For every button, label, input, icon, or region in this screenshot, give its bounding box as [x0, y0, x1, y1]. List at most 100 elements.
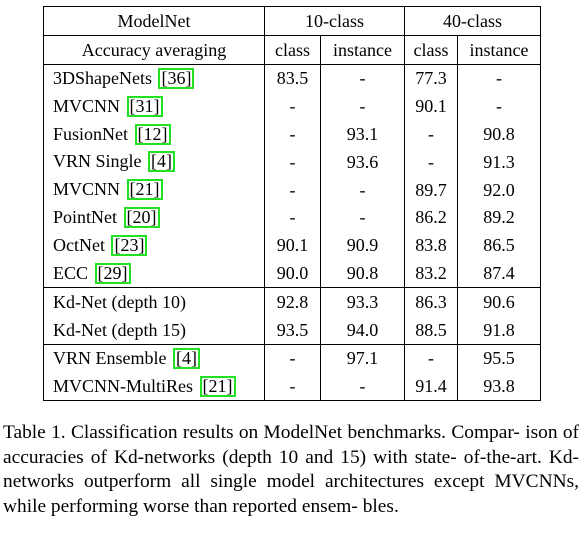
caption-line: Table 1. Classification results on Model… [3, 422, 520, 443]
value-40-class: - [404, 344, 459, 373]
value-10-instance: 93.3 [320, 287, 406, 316]
table-row: VRN Ensemble [4] - 97.1 - 95.5 [43, 344, 542, 373]
table-row: Kd-Net (depth 10) 92.8 93.3 86.3 90.6 [43, 287, 542, 316]
model-name-cell: MVCNN [21] [43, 175, 265, 204]
citation-link[interactable]: [4] [148, 151, 176, 173]
value-40-class: - [404, 147, 459, 176]
citation-link[interactable]: [31] [126, 95, 163, 117]
value-40-instance: 91.3 [457, 147, 542, 176]
citation-link[interactable]: [21] [126, 179, 163, 201]
citation-link[interactable]: [4] [172, 347, 200, 369]
results-table: ModelNet 10-class 40-class Accuracy aver… [43, 6, 542, 402]
caption-line: ison of accuracies of Kd-networks (depth… [3, 422, 579, 468]
model-name-cell: MVCNN [31] [43, 92, 265, 121]
model-name: MVCNN [53, 179, 121, 200]
table-row: FusionNet [12] - 93.1 - 90.8 [43, 120, 542, 148]
model-name: MVCNN [53, 95, 121, 116]
header-row-averaging: Accuracy averaging class instance class … [43, 35, 542, 65]
value-10-instance: - [320, 64, 406, 93]
header-10-class: 10-class [264, 6, 406, 36]
model-name: VRN Single [53, 151, 142, 172]
table-row: MVCNN [21] - - 89.7 92.0 [43, 175, 542, 204]
value-10-class: 90.1 [264, 231, 321, 260]
model-name: MVCNN-MultiRes [53, 375, 194, 396]
value-10-class: - [264, 203, 321, 232]
value-40-instance: - [457, 64, 542, 93]
value-10-class: 83.5 [264, 64, 321, 93]
table-row: Kd-Net (depth 15) 93.5 94.0 88.5 91.8 [43, 315, 542, 345]
table-caption: Table 1. Classification results on Model… [3, 421, 579, 519]
value-40-instance: 87.4 [457, 259, 542, 288]
table-row: PointNet [20] - - 86.2 89.2 [43, 203, 542, 232]
model-name-cell: OctNet [23] [43, 231, 265, 260]
value-10-class: 90.0 [264, 259, 321, 288]
citation-link[interactable]: [20] [123, 206, 160, 228]
value-10-instance: - [320, 175, 406, 204]
value-40-class: 83.8 [404, 231, 459, 260]
table-row: OctNet [23] 90.1 90.9 83.8 86.5 [43, 231, 542, 260]
header-40-class: 40-class [404, 6, 542, 36]
value-10-class: 93.5 [264, 315, 321, 345]
value-10-instance: 94.0 [320, 315, 406, 345]
value-10-instance: 97.1 [320, 344, 406, 373]
value-40-class: 91.4 [404, 372, 459, 402]
table-row: ECC [29] 90.0 90.8 83.2 87.4 [43, 259, 542, 288]
model-name-cell: VRN Single [4] [43, 147, 265, 176]
value-10-instance: 93.1 [320, 120, 406, 148]
value-40-instance: 86.5 [457, 231, 542, 260]
value-10-class: - [264, 120, 321, 148]
model-name: ECC [53, 262, 89, 283]
value-40-class: 86.3 [404, 287, 459, 316]
header-accuracy-averaging: Accuracy averaging [43, 35, 265, 65]
value-10-class: - [264, 175, 321, 204]
value-10-class: - [264, 92, 321, 121]
value-10-instance: - [320, 92, 406, 121]
value-40-instance: 89.2 [457, 203, 542, 232]
value-40-class: 86.2 [404, 203, 459, 232]
value-10-class: 92.8 [264, 287, 321, 316]
value-40-instance: 95.5 [457, 344, 542, 373]
citation-link[interactable]: [12] [134, 123, 171, 145]
model-name-cell: MVCNN-MultiRes [21] [43, 372, 265, 402]
value-40-class: 83.2 [404, 259, 459, 288]
model-name: 3DShapeNets [53, 67, 152, 88]
value-40-instance: 92.0 [457, 175, 542, 204]
table-row: VRN Single [4] - 93.6 - 91.3 [43, 147, 542, 176]
value-10-class: - [264, 147, 321, 176]
header-row-groups: ModelNet 10-class 40-class [43, 6, 542, 36]
value-40-class: 90.1 [404, 92, 459, 121]
citation-link[interactable]: [36] [158, 67, 195, 89]
model-name: OctNet [53, 234, 105, 255]
value-40-instance: - [457, 92, 542, 121]
caption-line: of-the-art. Kd-networks outperform all s… [3, 446, 580, 493]
value-10-instance: 90.8 [320, 259, 406, 288]
table-row: 3DShapeNets [36] 83.5 - 77.3 - [43, 64, 542, 93]
model-name: PointNet [53, 206, 118, 227]
table-row: MVCNN [31] - - 90.1 - [43, 92, 542, 121]
model-name-cell: ECC [29] [43, 259, 265, 288]
value-40-class: - [404, 120, 459, 148]
value-40-instance: 91.8 [457, 315, 542, 345]
header-modelnet: ModelNet [43, 6, 265, 36]
value-40-instance: 90.6 [457, 287, 542, 316]
value-40-class: 77.3 [404, 64, 459, 93]
value-40-class: 88.5 [404, 315, 459, 345]
caption-line: except MVCNNs, while performing worse th… [3, 471, 579, 517]
value-10-instance: 93.6 [320, 147, 406, 176]
header-40-class-instance: instance [457, 35, 542, 65]
model-name-cell: VRN Ensemble [4] [43, 344, 265, 373]
citation-link[interactable]: [23] [111, 234, 148, 256]
value-40-instance: 90.8 [457, 120, 542, 148]
citation-link[interactable]: [29] [94, 262, 131, 284]
model-name: VRN Ensemble [53, 347, 167, 368]
model-name: Kd-Net (depth 10) [43, 287, 265, 316]
model-name: FusionNet [53, 123, 129, 144]
model-name-cell: PointNet [20] [43, 203, 265, 232]
value-40-instance: 93.8 [457, 372, 542, 402]
header-40-class-class: class [404, 35, 459, 65]
model-name-cell: FusionNet [12] [43, 120, 265, 148]
header-10-class-class: class [264, 35, 321, 65]
header-10-class-instance: instance [320, 35, 406, 65]
citation-link[interactable]: [21] [199, 375, 236, 397]
value-10-class: - [264, 344, 321, 373]
